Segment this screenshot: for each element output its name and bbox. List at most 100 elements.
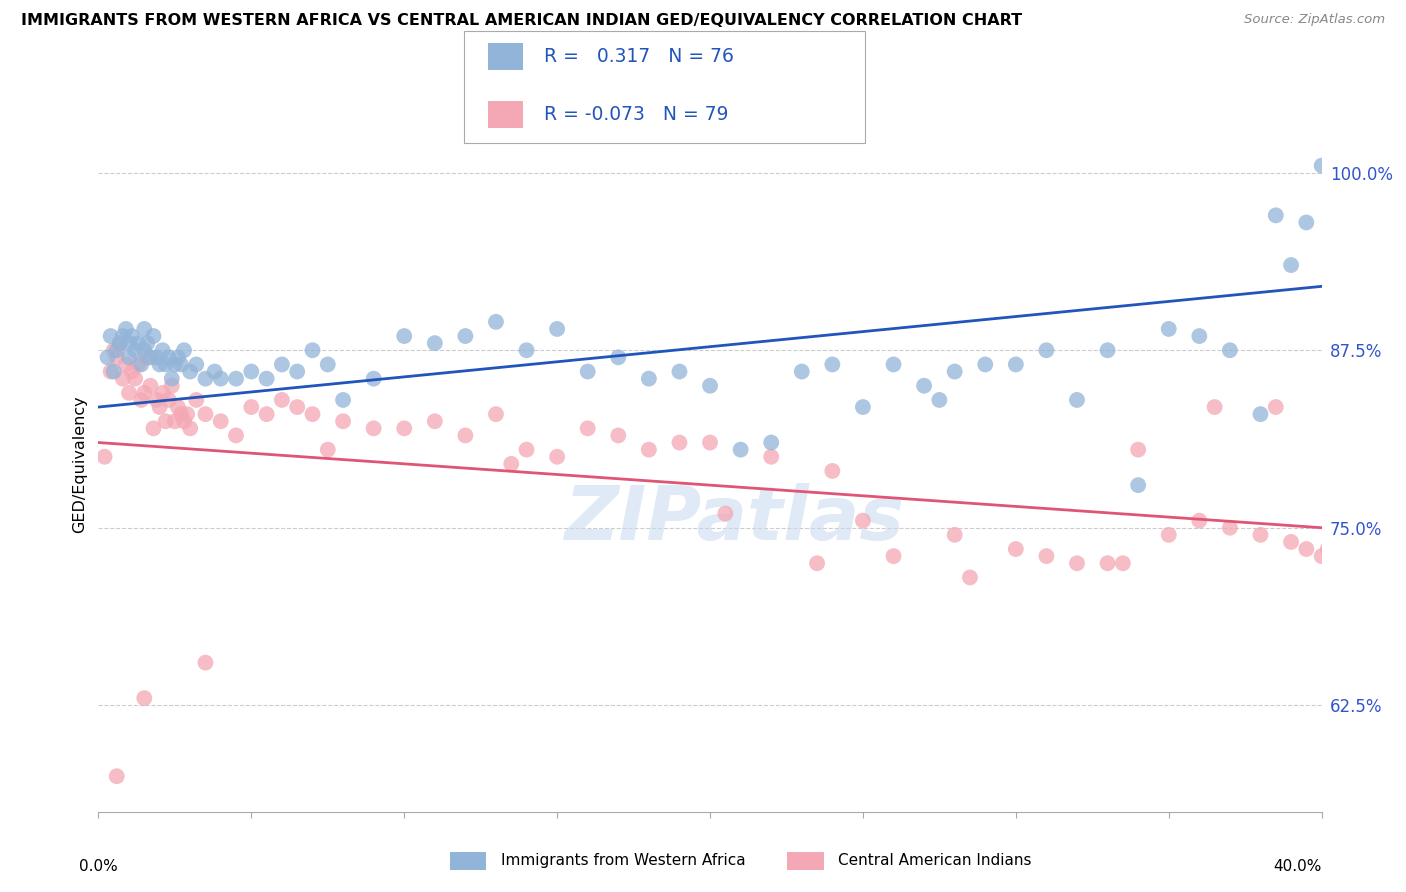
Point: [761, 450, 783, 464]
Point: [118, 351, 141, 365]
Point: [129, 358, 152, 372]
Point: [576, 365, 599, 379]
Point: [142, 421, 165, 435]
Point: [821, 358, 844, 372]
Point: [194, 407, 217, 421]
Point: [103, 365, 125, 379]
Point: [1112, 556, 1135, 570]
Point: [1310, 159, 1333, 173]
Point: [118, 336, 141, 351]
Point: [285, 400, 308, 414]
Point: [699, 435, 721, 450]
Point: [118, 385, 141, 400]
Point: [852, 400, 875, 414]
Point: [134, 385, 156, 400]
Point: [1188, 514, 1211, 528]
Point: [115, 322, 138, 336]
Point: [225, 371, 247, 385]
Point: [111, 371, 134, 385]
Point: [209, 371, 232, 385]
Point: [1188, 329, 1211, 343]
Point: [93, 450, 115, 464]
Point: [155, 414, 177, 428]
Point: [1250, 528, 1272, 542]
Point: [194, 656, 217, 670]
Text: Central American Indians: Central American Indians: [838, 854, 1032, 868]
Point: [173, 343, 195, 358]
Point: [129, 392, 152, 407]
Point: [516, 343, 538, 358]
Point: [160, 371, 183, 385]
Point: [454, 329, 477, 343]
Point: [136, 336, 159, 351]
Point: [157, 392, 180, 407]
Point: [134, 322, 156, 336]
Point: [105, 351, 128, 365]
Point: [761, 435, 783, 450]
Point: [607, 428, 630, 442]
Point: [1066, 556, 1088, 570]
Point: [179, 421, 201, 435]
Point: [423, 336, 446, 351]
Point: [1204, 400, 1226, 414]
Point: [516, 442, 538, 457]
Point: [204, 365, 226, 379]
Point: [852, 514, 875, 528]
Point: [170, 407, 193, 421]
Point: [105, 343, 128, 358]
Point: [285, 365, 308, 379]
Point: [301, 407, 323, 421]
Point: [157, 351, 180, 365]
Point: [111, 329, 134, 343]
Point: [145, 351, 167, 365]
Point: [806, 556, 828, 570]
Point: [163, 414, 186, 428]
Point: [1310, 549, 1333, 563]
Point: [332, 414, 354, 428]
Point: [124, 371, 146, 385]
Point: [546, 322, 568, 336]
Point: [149, 400, 172, 414]
Text: R =   0.317   N = 76: R = 0.317 N = 76: [544, 46, 734, 66]
Point: [1295, 215, 1317, 229]
Point: [392, 329, 416, 343]
Point: [668, 435, 690, 450]
Point: [139, 378, 162, 392]
Point: [149, 358, 172, 372]
Point: [714, 507, 737, 521]
Point: [928, 392, 950, 407]
Point: [105, 769, 128, 783]
Point: [240, 365, 263, 379]
Point: [1128, 442, 1150, 457]
Point: [108, 336, 131, 351]
Text: 0.0%: 0.0%: [79, 859, 118, 874]
Point: [240, 400, 263, 414]
Point: [134, 343, 156, 358]
Text: ZIPatlas: ZIPatlas: [564, 483, 904, 556]
Point: [699, 378, 721, 392]
Point: [316, 442, 339, 457]
Point: [730, 442, 752, 457]
Point: [1035, 343, 1057, 358]
Point: [668, 365, 690, 379]
Point: [363, 371, 385, 385]
Point: [1219, 521, 1241, 535]
Point: [155, 358, 177, 372]
Point: [163, 358, 186, 372]
Point: [160, 378, 183, 392]
Point: [108, 336, 131, 351]
Point: [142, 329, 165, 343]
Point: [423, 414, 446, 428]
Point: [1097, 343, 1119, 358]
Point: [883, 358, 905, 372]
Point: [1316, 542, 1339, 557]
Point: [1004, 358, 1026, 372]
Point: [1279, 258, 1302, 272]
Point: [103, 343, 125, 358]
Point: [139, 351, 162, 365]
Point: [179, 365, 201, 379]
Point: [790, 365, 813, 379]
Point: [546, 450, 568, 464]
Point: [167, 400, 190, 414]
Point: [124, 343, 146, 358]
